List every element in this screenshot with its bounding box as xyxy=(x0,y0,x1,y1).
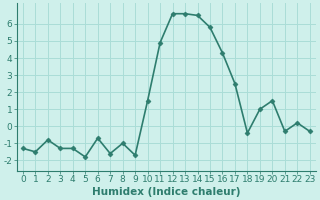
X-axis label: Humidex (Indice chaleur): Humidex (Indice chaleur) xyxy=(92,187,241,197)
